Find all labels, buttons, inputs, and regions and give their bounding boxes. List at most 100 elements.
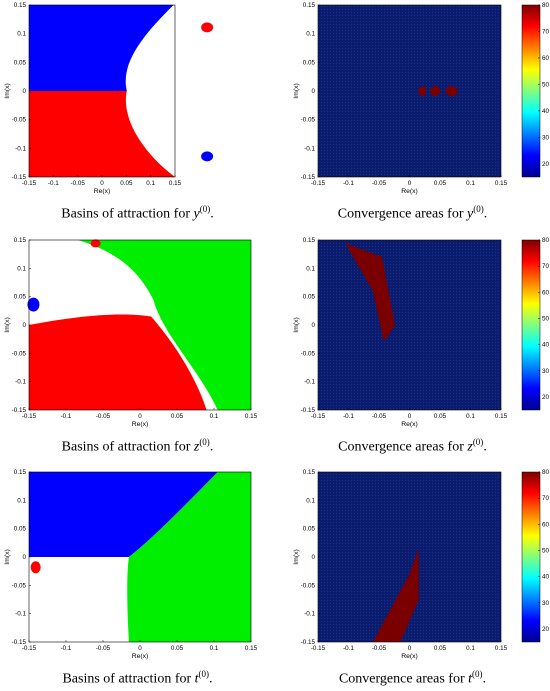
x-tick-label: 0 — [100, 180, 104, 187]
caption-basins-y: Basins of attraction for y(0). — [0, 204, 275, 223]
caption-superscript: (0) — [199, 437, 210, 447]
y-tick-label: 0.05 — [303, 294, 316, 301]
y-tick-label: 0 — [22, 554, 26, 561]
x-tick-label: 0.1 — [466, 413, 475, 420]
x-tick-label: -0.15 — [22, 180, 37, 187]
basin-blue — [29, 472, 218, 557]
y-tick-label: 0 — [311, 322, 315, 329]
y-tick-label: -0.1 — [304, 145, 315, 152]
y-tick-label: 0 — [22, 88, 26, 95]
x-tick-label: 0 — [138, 413, 142, 420]
heat-dark-spot — [445, 86, 458, 96]
y-tick-label: -0.1 — [304, 379, 315, 386]
caption-period: . — [209, 439, 214, 455]
y-tick-label: 0.05 — [14, 294, 27, 301]
caption-text: Convergence areas for — [338, 439, 468, 455]
colorbar — [521, 4, 541, 178]
x-axis-label: Re(x) — [132, 653, 149, 660]
x-tick-label: -0.15 — [311, 180, 326, 187]
x-tick-label: 0 — [138, 645, 142, 652]
heat-dark-spot — [430, 86, 441, 96]
y-tick-label: 0.1 — [306, 31, 315, 38]
y-tick-label: -0.1 — [304, 611, 315, 618]
heat-background — [318, 5, 501, 177]
colorbar-tick-label: 20 — [542, 394, 550, 401]
y-tick-label: 0.15 — [303, 2, 316, 9]
caption-superscript: (0) — [199, 204, 211, 214]
basin-blue — [29, 5, 174, 91]
y-tick-label: 0.05 — [303, 59, 316, 66]
basin-blue-island — [201, 151, 214, 162]
x-tick-label: 0.05 — [120, 180, 133, 187]
x-axis-label: Re(x) — [94, 188, 111, 195]
x-tick-label: 0.05 — [434, 645, 447, 652]
basin-green — [77, 240, 251, 410]
caption-convergence-z: Convergence areas for z(0). — [275, 437, 550, 456]
y-tick-label: 0.15 — [303, 237, 316, 244]
x-tick-label: 0.1 — [210, 413, 219, 420]
colorbar-tick-label: 60 — [542, 521, 550, 528]
basin-red — [29, 314, 207, 410]
caption-period: . — [209, 671, 213, 687]
x-tick-label: -0.05 — [372, 645, 387, 652]
colorbar-tick-label: 60 — [542, 55, 550, 62]
y-tick-label: -0.05 — [12, 582, 27, 589]
y-tick-label: -0.15 — [12, 407, 27, 414]
panel-convergence-y: 80 70 60 50 40 30 20 -0.15 -0.1 -0.05 0 0.05 0.1 0.15… — [293, 2, 550, 195]
caption-text: Convergence areas for — [338, 671, 469, 687]
x-tick-label: 0.1 — [146, 180, 155, 187]
x-tick-label: -0.15 — [311, 413, 326, 420]
basin-red-island — [90, 239, 101, 248]
y-tick-label: -0.05 — [12, 117, 27, 124]
y-tick-label: 0.1 — [306, 265, 315, 272]
y-tick-label: 0.1 — [17, 31, 26, 38]
basin-blue-island — [27, 297, 40, 312]
basin-red — [29, 91, 175, 177]
colorbar-tick-label: 80 — [542, 2, 550, 9]
panel-basins-z: -0.15 -0.1 -0.05 0 0.05 0.1 0.15 0.15 0.1 0.05 0 -0… — [4, 237, 258, 428]
y-tick-label: 0 — [311, 88, 315, 95]
x-tick-label: -0.15 — [22, 645, 37, 652]
x-tick-label: 0.15 — [495, 413, 508, 420]
x-tick-label: -0.05 — [372, 180, 387, 187]
x-tick-label: -0.05 — [70, 180, 85, 187]
caption-text: Basins of attraction for — [62, 671, 195, 687]
y-tick-label: 0.1 — [306, 497, 315, 504]
colorbar-tick-label: 20 — [542, 161, 550, 168]
x-tick-label: 0.15 — [245, 413, 258, 420]
y-tick-label: 0.15 — [14, 469, 27, 476]
colorbar-tick-label: 60 — [542, 289, 550, 296]
y-tick-label: 0.15 — [14, 237, 27, 244]
caption-superscript: (0) — [473, 204, 484, 214]
y-tick-label: 0 — [22, 322, 26, 329]
x-tick-label: 0.15 — [495, 180, 508, 187]
x-axis-label: Re(x) — [401, 653, 418, 660]
panel-convergence-z: 80 70 60 50 40 30 20 -0.15 -0.1 -0.05 0 0.05 0.1 0.15… — [293, 237, 550, 428]
x-tick-label: -0.1 — [343, 413, 354, 420]
y-tick-label: 0.15 — [14, 2, 27, 9]
caption-convergence-y: Convergence areas for y(0). — [275, 204, 550, 223]
caption-superscript: (0) — [472, 437, 484, 447]
caption-variable: t — [194, 671, 199, 687]
y-tick-label: 0 — [311, 554, 315, 561]
panel-basins-t: -0.15 -0.1 -0.05 0 0.05 0.1 0.15 0.15 0.1 0.05 0 -0… — [4, 469, 258, 660]
caption-text: Basins of attraction for — [61, 439, 194, 455]
caption-variable: z — [193, 439, 200, 455]
basin-green — [127, 472, 251, 642]
x-tick-label: -0.1 — [48, 180, 59, 187]
x-tick-label: 0.1 — [210, 645, 219, 652]
caption-variable: y — [193, 206, 200, 222]
caption-period: . — [483, 206, 488, 222]
y-tick-label: -0.1 — [15, 611, 26, 618]
x-tick-label: -0.1 — [343, 180, 354, 187]
x-tick-label: 0.05 — [171, 413, 184, 420]
colorbar-tick-label: 30 — [542, 134, 550, 141]
x-tick-label: 0.15 — [495, 645, 508, 652]
x-tick-label: 0.05 — [434, 180, 447, 187]
panel-convergence-t: 80 70 60 50 40 30 20 -0.15 -0.1 -0.05 0 0.05 0.1 0.15… — [293, 469, 550, 660]
caption-basins-z: Basins of attraction for z(0). — [0, 437, 275, 456]
y-tick-label: 0.05 — [14, 59, 27, 66]
y-tick-label: -0.05 — [301, 117, 316, 124]
heat-dark-spot — [418, 86, 427, 96]
colorbar-tick-label: 40 — [542, 574, 550, 581]
